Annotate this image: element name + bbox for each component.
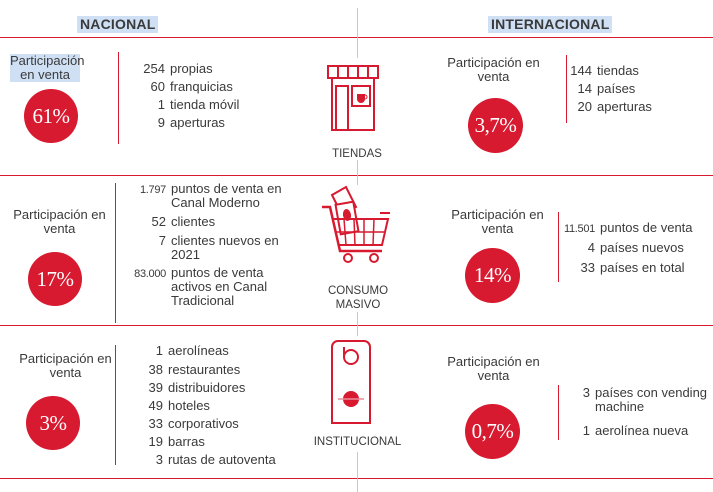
stat-row: 1 aerolíneas — [155, 343, 229, 358]
stat-row: 1.797 puntos de venta en Canal Moderno — [139, 181, 282, 210]
red-divider — [118, 52, 119, 144]
stat-row: 11.501 puntos de venta — [563, 220, 693, 236]
stat-row: 20 aperturas — [577, 99, 652, 114]
center-line — [357, 452, 358, 492]
divider-consumo — [0, 325, 713, 326]
percent-badge: 61% — [24, 89, 78, 143]
stat-row: 14 países — [577, 81, 636, 96]
red-divider — [115, 345, 116, 465]
stat-row: 9 aperturas — [157, 115, 225, 130]
stat-row: 4 países nuevos — [587, 240, 684, 255]
door-hanger-icon — [331, 340, 371, 424]
red-divider — [558, 212, 559, 282]
percent-badge: 3,7% — [468, 98, 523, 153]
participacion-label: Participación en venta — [10, 53, 85, 82]
stat-row: 3 países con vending machine — [582, 385, 708, 414]
stat-row: 19 barras — [148, 434, 205, 449]
nacional-header: NACIONAL — [77, 16, 159, 33]
stat-row: 60 franquicias — [150, 79, 233, 94]
stat-row: 7 clientes nuevos en 2021 — [158, 233, 279, 262]
center-line — [357, 160, 358, 175]
stat-row: 33 países en total — [580, 260, 685, 275]
red-divider — [566, 55, 567, 123]
red-divider — [558, 385, 559, 440]
category-label: CONSUMO MASIVO — [327, 285, 389, 311]
participacion-label: Participación en venta — [19, 351, 112, 380]
participacion-label: Participación en venta — [13, 207, 106, 236]
category-label: TIENDAS — [332, 148, 382, 160]
percent-badge: 3% — [26, 396, 80, 450]
stat-row: 49 hoteles — [148, 398, 210, 413]
stat-row: 39 distribuidores — [148, 380, 246, 395]
divider-tiendas — [0, 175, 713, 176]
stat-row: 52 clientes — [151, 214, 216, 229]
divider-top — [0, 37, 713, 38]
red-divider — [115, 183, 116, 323]
stat-row: 254 propias — [143, 61, 213, 76]
shopping-cart-icon — [322, 185, 390, 263]
stat-row: 1 aerolínea nueva — [582, 423, 689, 438]
stat-row: 144 tiendas — [570, 63, 639, 78]
stat-row: 33 corporativos — [148, 416, 239, 431]
percent-badge: 17% — [28, 252, 82, 306]
divider-bottom — [0, 478, 713, 479]
participacion-label: Participación en venta — [447, 55, 540, 84]
stat-row: 38 restaurantes — [148, 362, 241, 377]
participacion-label: Participación en venta — [447, 354, 540, 383]
participacion-label: Participación en venta — [451, 207, 544, 236]
stat-row: 3 rutas de autoventa — [155, 452, 276, 467]
internacional-header: INTERNACIONAL — [488, 16, 613, 33]
category-label: INSTITUCIONAL — [313, 436, 402, 448]
stat-row: 83.000 puntos de venta activos en Canal T… — [134, 265, 268, 308]
store-icon — [327, 65, 379, 131]
percent-badge: 0,7% — [465, 404, 520, 459]
stat-row: 1 tienda móvil — [157, 97, 240, 112]
center-line — [357, 8, 358, 58]
center-line — [357, 312, 358, 336]
percent-badge: 14% — [465, 248, 520, 303]
center-line — [357, 175, 358, 185]
